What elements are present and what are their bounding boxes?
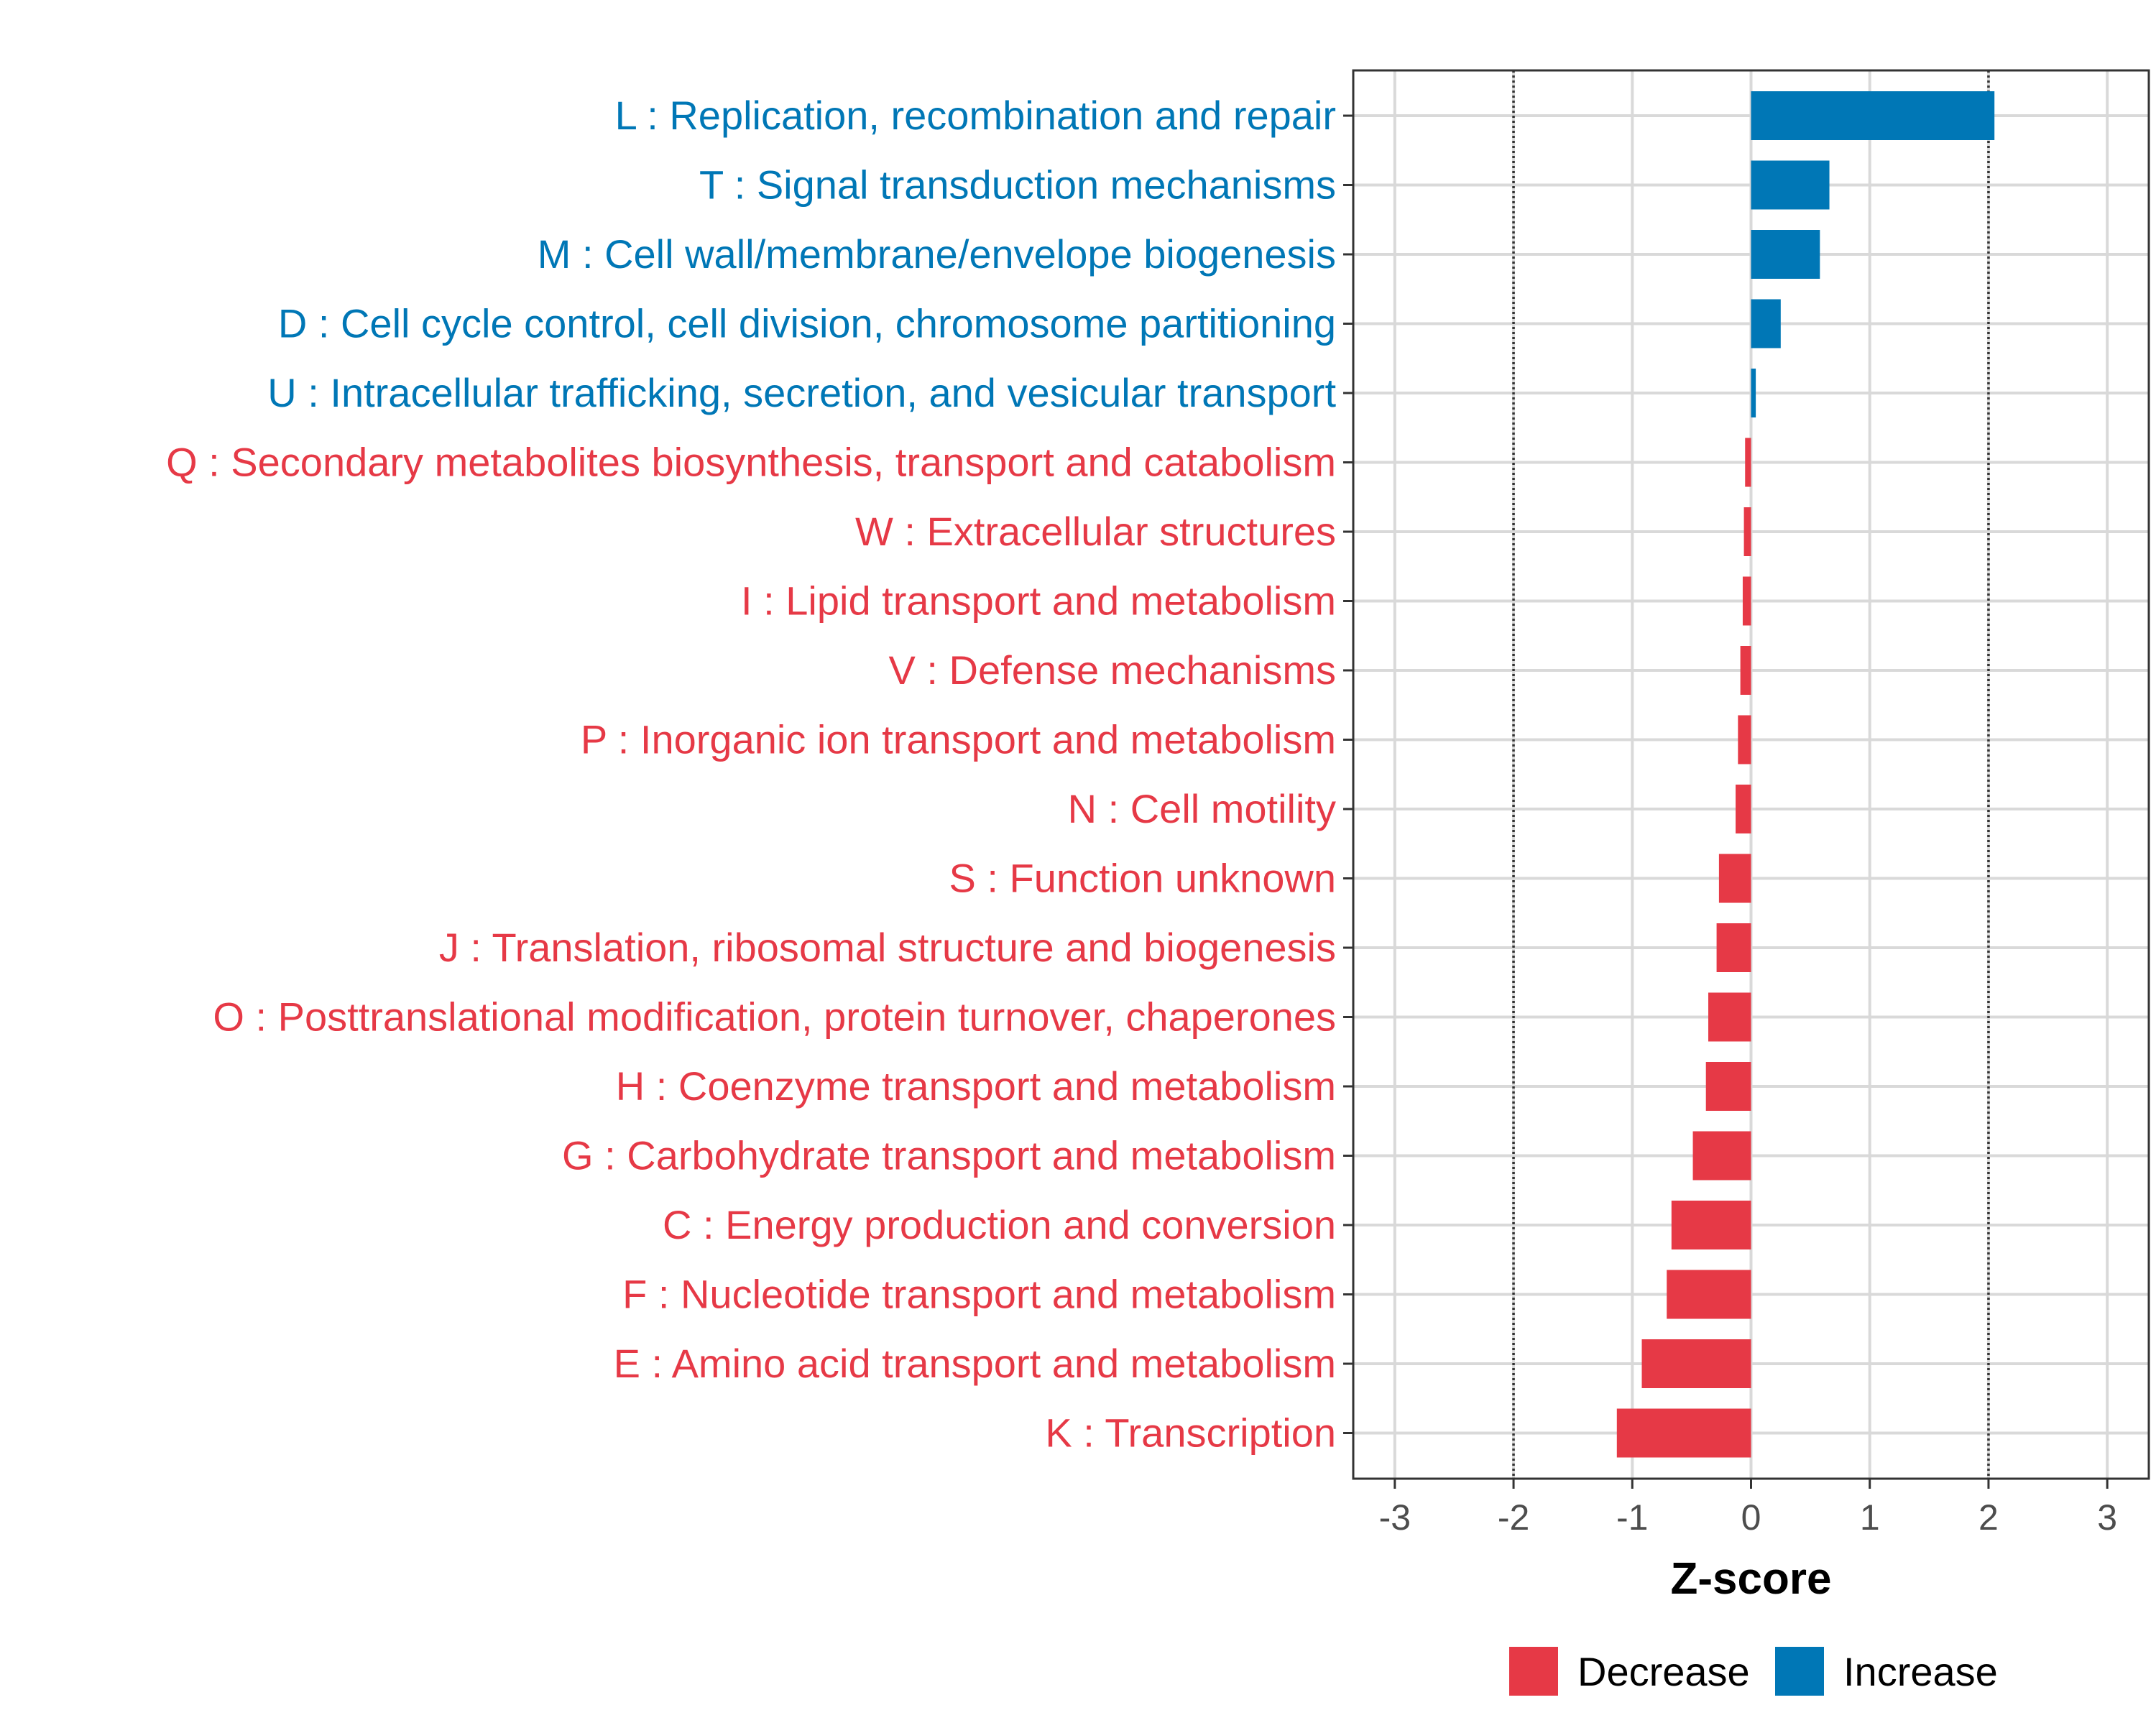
x-tick-label: -3 [1379,1497,1411,1538]
category-label: S : Function unknown [949,856,1336,901]
bar-h [1705,1062,1751,1111]
category-label: J : Translation, ribosomal structure and… [439,925,1336,970]
bar-p [1738,715,1751,764]
bar-o [1708,992,1751,1042]
category-label: G : Carbohydrate transport and metabolis… [562,1133,1336,1178]
bar-s [1718,854,1751,903]
category-label: L : Replication, recombination and repai… [615,93,1336,138]
bar-t [1751,160,1830,210]
category-label: I : Lipid transport and metabolism [741,578,1336,624]
x-axis-ticks: -3 -2 -1 0 1 2 3 [1379,1479,2117,1538]
category-label: D : Cell cycle control, cell division, c… [278,301,1336,346]
x-tick-label: 3 [2097,1497,2117,1538]
bar-v [1740,646,1751,695]
bar-l [1751,91,1995,140]
category-label: U : Intracellular trafficking, secretion… [267,370,1336,415]
category-label: F : Nucleotide transport and metabolism [622,1272,1336,1317]
legend: Decrease Increase [1509,1647,1998,1696]
x-axis-title: Z-score [1671,1554,1832,1604]
x-tick-label: -2 [1498,1497,1529,1538]
bar-e [1641,1339,1751,1388]
x-tick-label: 0 [1741,1497,1761,1538]
x-tick-label: 2 [1978,1497,1999,1538]
x-tick-label: -1 [1616,1497,1648,1538]
bar-q [1745,438,1751,487]
bar-g [1692,1131,1751,1181]
category-label: H : Coenzyme transport and metabolism [616,1063,1336,1109]
category-label: E : Amino acid transport and metabolism [614,1341,1336,1386]
legend-swatch-increase [1775,1647,1824,1696]
bar-m [1751,230,1820,279]
category-label: V : Defense mechanisms [889,647,1336,693]
legend-label-increase: Increase [1843,1649,1998,1694]
bar-f [1667,1270,1751,1319]
y-axis-category-labels: L : Replication, recombination and repai… [166,93,1336,1456]
category-label: K : Transcription [1045,1410,1336,1456]
category-label: W : Extracellular structures [855,509,1336,554]
category-label: T : Signal transduction mechanisms [699,162,1336,208]
category-label: N : Cell motility [1068,786,1336,831]
x-tick-label: 1 [1860,1497,1880,1538]
category-label: C : Energy production and conversion [663,1202,1336,1247]
bar-w [1743,507,1751,556]
bar-i [1742,576,1751,626]
bar-d [1751,299,1781,348]
bar-k [1616,1408,1751,1458]
legend-swatch-decrease [1509,1647,1558,1696]
bar-u [1751,369,1756,417]
bar-n [1736,785,1751,833]
category-label: Q : Secondary metabolites biosynthesis, … [166,440,1336,485]
category-label: P : Inorganic ion transport and metaboli… [581,717,1336,762]
bar-j [1716,923,1751,972]
category-label: O : Posttranslational modification, prot… [213,994,1336,1040]
bar-c [1671,1201,1751,1249]
category-label: M : Cell wall/membrane/envelope biogenes… [538,231,1336,277]
legend-label-decrease: Decrease [1577,1649,1750,1694]
reference-lines [1512,70,1990,1479]
y-axis-ticks [1343,114,1353,1434]
bars [1616,91,1995,1458]
